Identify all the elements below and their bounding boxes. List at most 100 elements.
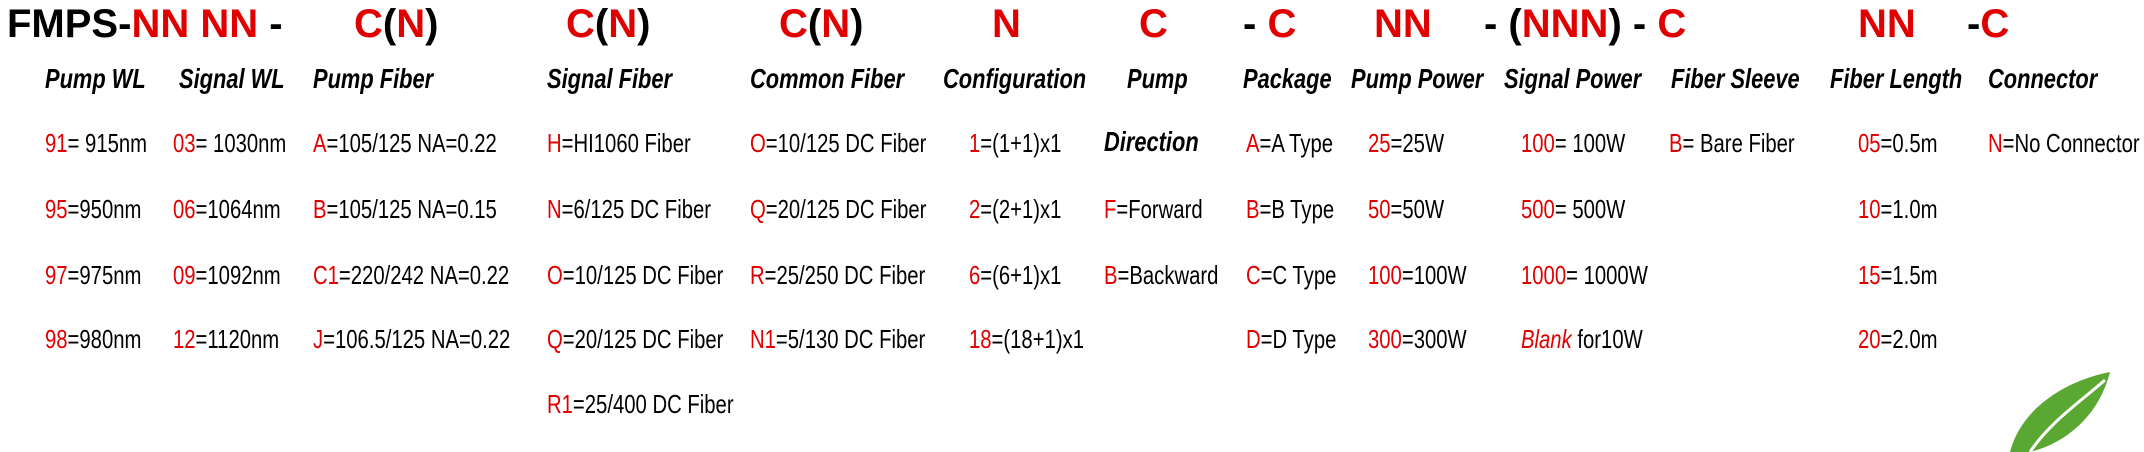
option: N=No Connector — [1988, 130, 2140, 156]
option-text: =106.5/125 NA=0.22 — [323, 324, 511, 354]
option-code: R — [750, 260, 765, 290]
option-code: 1000 — [1521, 260, 1567, 290]
code-part: ) — [637, 2, 651, 46]
option-text: =25W — [1390, 128, 1445, 158]
option-code: Q — [547, 324, 563, 354]
option-text: =950nm — [67, 194, 142, 224]
option-code: R1 — [547, 389, 573, 419]
option: 20=2.0m — [1858, 326, 1937, 352]
option-text: =(1+1)x1 — [980, 128, 1062, 158]
option-text: =6/125 DC Fiber — [561, 194, 712, 224]
column-header: Signal WL — [179, 63, 285, 94]
option: B=105/125 NA=0.15 — [313, 196, 497, 222]
option-text: =105/125 NA=0.22 — [326, 128, 497, 158]
code-group: NN — [1858, 4, 1916, 44]
option: Q=20/125 DC Fiber — [750, 196, 926, 222]
option-code: 97 — [45, 260, 68, 290]
option: 100= 100W — [1521, 130, 1625, 156]
option-code: 12 — [173, 324, 196, 354]
code-part: ) — [425, 2, 439, 46]
option-text: =980nm — [67, 324, 142, 354]
option-code: B — [313, 194, 327, 224]
column-header: Package — [1243, 63, 1332, 94]
code-group: C(N) — [779, 4, 863, 44]
option: N=6/125 DC Fiber — [547, 196, 711, 222]
option-code: N — [1988, 128, 2003, 158]
option-code: 20 — [1858, 324, 1881, 354]
option: 95=950nm — [45, 196, 141, 222]
option-text: =1.0m — [1880, 194, 1938, 224]
option-text: =20/125 DC Fiber — [765, 194, 927, 224]
option: 15=1.5m — [1858, 262, 1937, 288]
option-code: 06 — [173, 194, 196, 224]
option: 06=1064nm — [173, 196, 281, 222]
option: A=105/125 NA=0.22 — [313, 130, 497, 156]
option: 03= 1030nm — [173, 130, 286, 156]
option: C=C Type — [1246, 262, 1336, 288]
option-code: 300 — [1368, 324, 1402, 354]
option-code: 91 — [45, 128, 68, 158]
option-code: 100 — [1521, 128, 1555, 158]
code-part: NN — [1374, 2, 1432, 46]
option-code: 03 — [173, 128, 196, 158]
option-code: N1 — [750, 324, 776, 354]
option: 09=1092nm — [173, 262, 281, 288]
option-code: O — [750, 128, 766, 158]
option: 97=975nm — [45, 262, 141, 288]
code-part: ( — [807, 2, 822, 46]
option-text: =0.5m — [1880, 128, 1938, 158]
option: R=25/250 DC Fiber — [750, 262, 925, 288]
option-text: = 500W — [1554, 194, 1626, 224]
option-code: 500 — [1521, 194, 1555, 224]
option: 6=(6+1)x1 — [969, 262, 1061, 288]
option: C1=220/242 NA=0.22 — [313, 262, 509, 288]
column-header: Signal Fiber — [547, 63, 672, 94]
option: Blank for10W — [1521, 326, 1643, 352]
option-text: = 100W — [1554, 128, 1626, 158]
column-header: Fiber Length — [1830, 63, 1963, 94]
option: 1=(1+1)x1 — [969, 130, 1061, 156]
option-text: =1120nm — [195, 324, 280, 354]
column-header: Signal Power — [1504, 63, 1642, 94]
option-text: =10/125 DC Fiber — [765, 128, 927, 158]
option: 2=(2+1)x1 — [969, 196, 1061, 222]
code-part: - ( — [1484, 2, 1522, 46]
code-part: ) — [850, 2, 864, 46]
option: 18=(18+1)x1 — [969, 326, 1084, 352]
option: 300=300W — [1368, 326, 1467, 352]
code-part: N — [821, 2, 851, 46]
column-header: Connector — [1988, 63, 2098, 94]
code-group: N — [992, 4, 1021, 44]
code-part: C — [779, 2, 808, 46]
option-text: =50W — [1390, 194, 1445, 224]
option-text: = Bare Fiber — [1682, 128, 1795, 158]
option-text: =2.0m — [1880, 324, 1938, 354]
option-code: 18 — [969, 324, 992, 354]
column-subheader: Direction — [1104, 126, 1199, 157]
code-group: C(N) — [354, 4, 438, 44]
code-part: ) - — [1608, 2, 1658, 46]
code-part: C — [566, 2, 595, 46]
option-code: 6 — [969, 260, 981, 290]
option-text: =1.5m — [1880, 260, 1938, 290]
option-text: =300W — [1401, 324, 1467, 354]
code-group: - (NNN) - C — [1484, 4, 1686, 44]
option-code: O — [547, 260, 563, 290]
column-header: Fiber Sleeve — [1671, 63, 1800, 94]
code-part: ( — [382, 2, 397, 46]
code-part: N — [608, 2, 638, 46]
code-part: NNN — [1521, 2, 1609, 46]
column-header: Pump — [1127, 63, 1188, 94]
option: R1=25/400 DC Fiber — [547, 391, 734, 417]
option-text: =25/250 DC Fiber — [764, 260, 926, 290]
option: O=10/125 DC Fiber — [750, 130, 926, 156]
option-text: =975nm — [67, 260, 142, 290]
option-code: B — [1104, 260, 1118, 290]
option-text: = 915nm — [67, 128, 148, 158]
option-code: C — [1246, 260, 1261, 290]
option-text: =D Type — [1260, 324, 1337, 354]
option: O=10/125 DC Fiber — [547, 262, 723, 288]
option: B=Backward — [1104, 262, 1218, 288]
option: 25=25W — [1368, 130, 1444, 156]
option-text: =5/130 DC Fiber — [775, 324, 926, 354]
